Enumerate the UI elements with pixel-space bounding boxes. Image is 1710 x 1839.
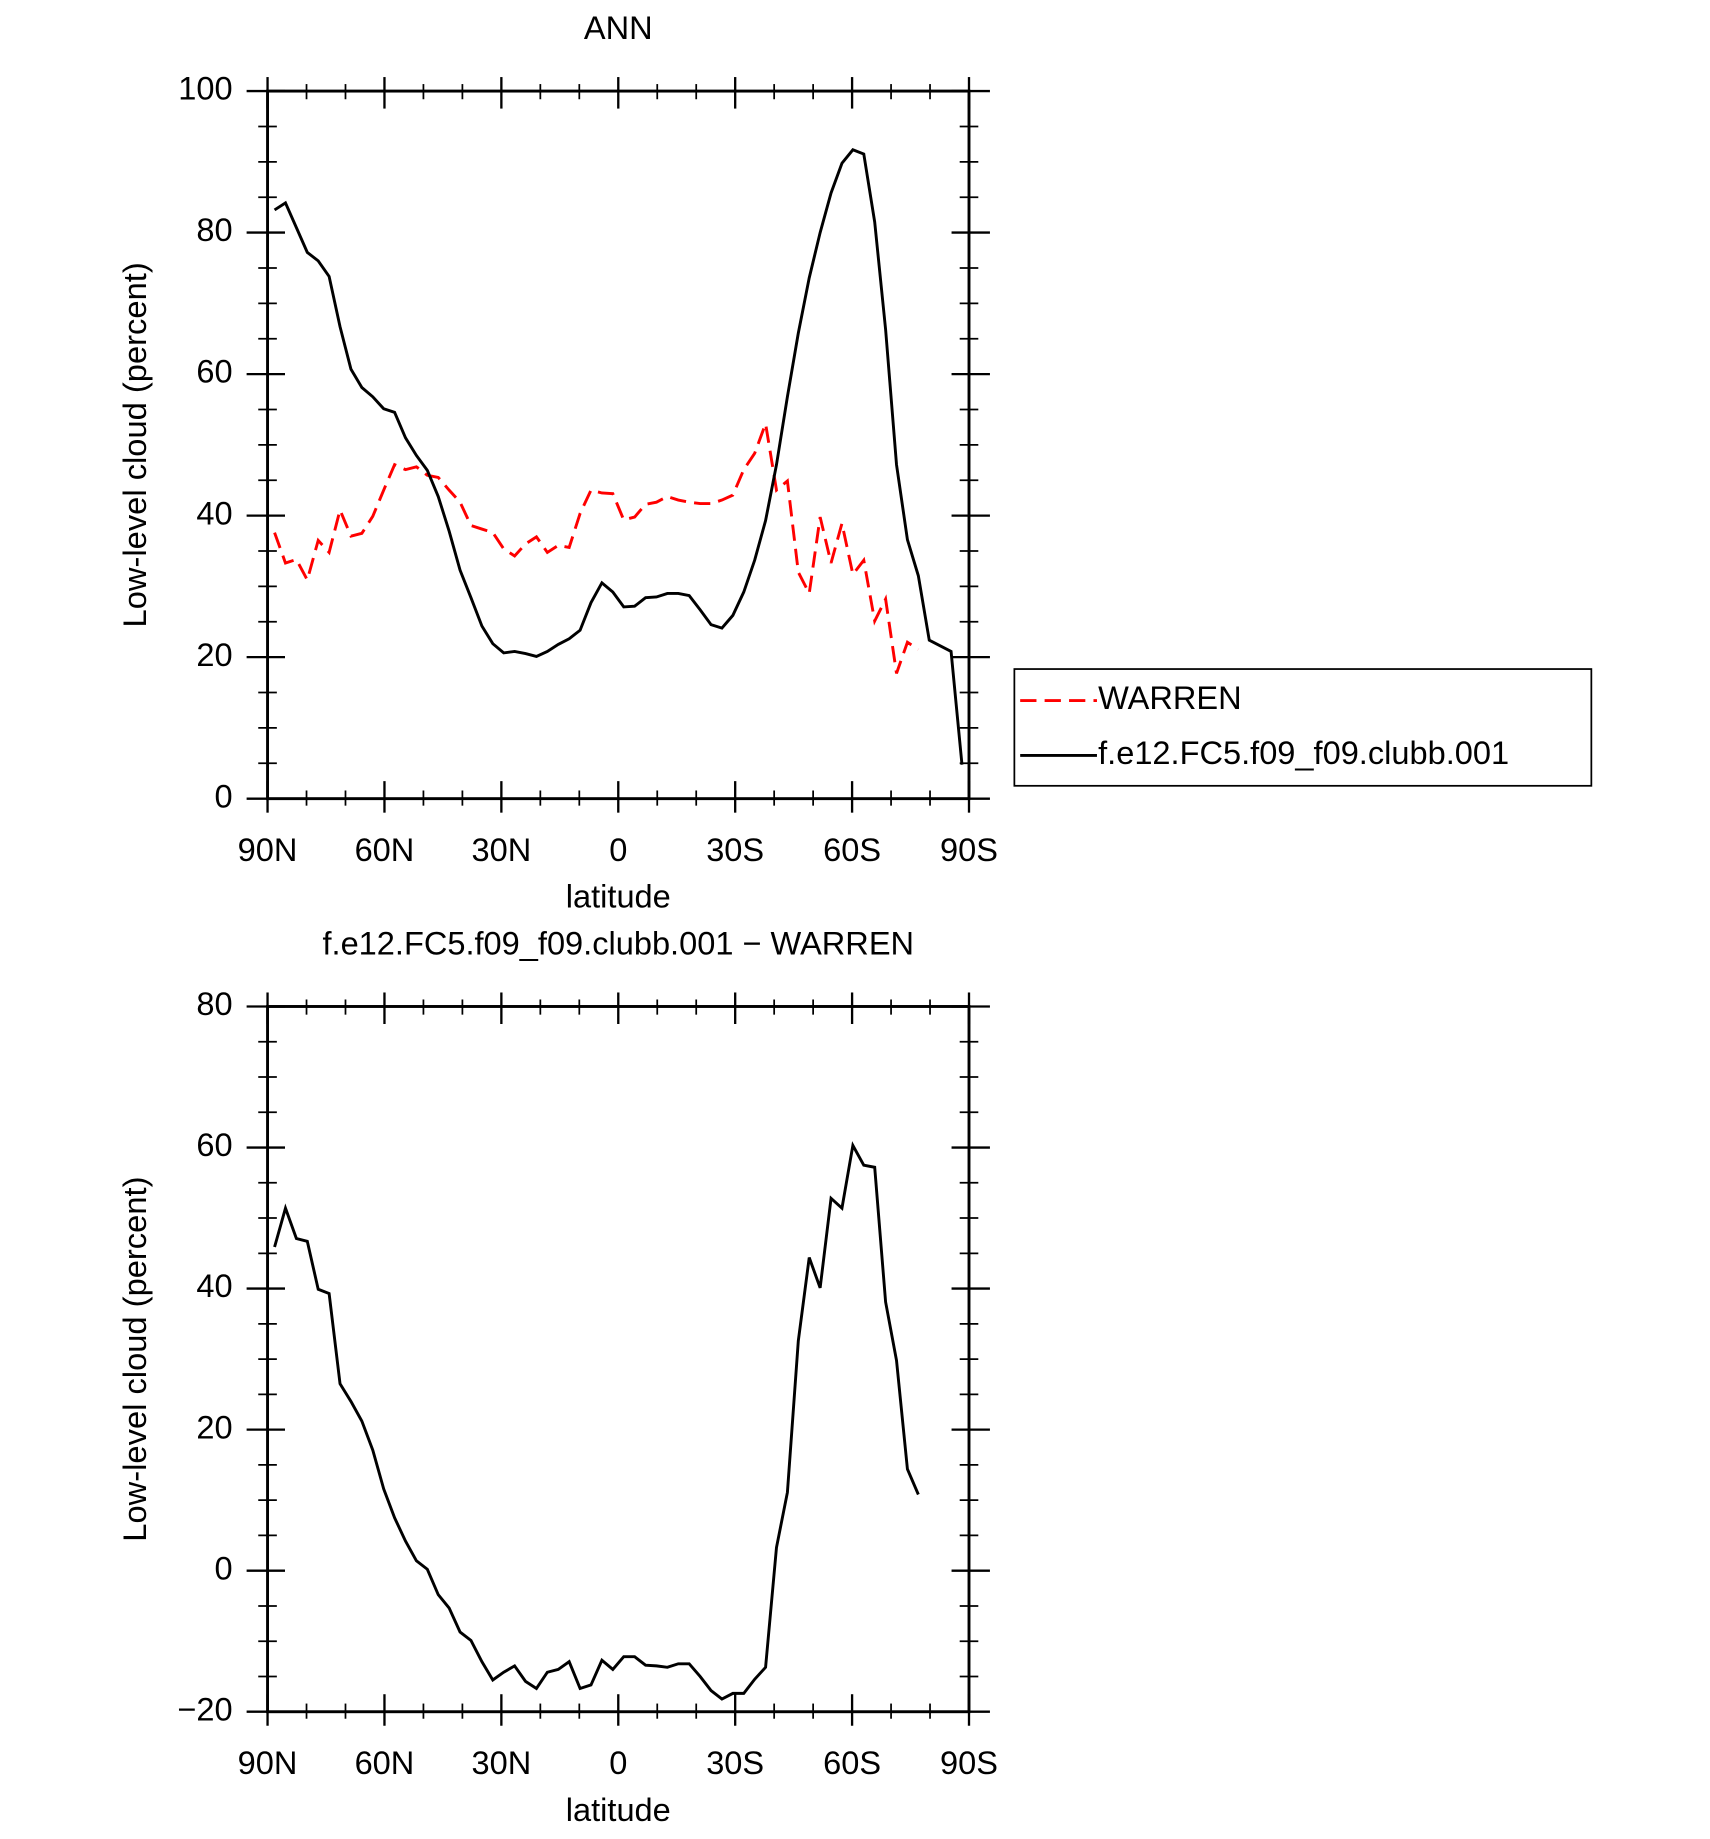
x-tick-label: 60N [355,831,415,868]
x-tick-label: 60N [355,1744,415,1781]
x-tick-label: 30N [471,831,531,868]
data-line [273,417,920,674]
y-tick-label: 20 [196,1408,232,1445]
y-axis-label: Low-level cloud (percent) [116,262,153,627]
y-tick-label: 60 [196,1126,232,1163]
y-tick-label: 80 [196,211,232,248]
data-line [273,1141,920,1701]
x-tick-label: 90S [940,831,998,868]
y-tick-label: 0 [215,1549,233,1586]
y-tick-label: 100 [178,70,232,107]
x-axis-label: latitude [566,878,671,915]
y-tick-label: 60 [196,353,232,390]
y-tick-label: 40 [196,494,232,531]
y-tick-label: 20 [196,636,232,673]
x-tick-label: 90N [238,1744,298,1781]
plot-frame [266,1005,971,1714]
chart-title: ANN [584,9,653,46]
plot-frame [266,89,971,801]
y-tick-label: −20 [177,1690,232,1727]
chart-title: f.e12.FC5.f09_f09.clubb.001 − WARREN [322,924,914,961]
x-tick-label: 30N [471,1744,531,1781]
x-tick-label: 0 [609,831,627,868]
y-axis-label: Low-level cloud (percent) [116,1177,153,1542]
x-tick-label: 0 [609,1744,627,1781]
x-tick-label: 60S [823,1744,881,1781]
x-tick-label: 30S [706,831,764,868]
x-tick-label: 90S [940,1744,998,1781]
legend-label: f.e12.FC5.f09_f09.clubb.001 [1098,734,1509,771]
x-axis-label: latitude [566,1791,671,1828]
y-tick-label: 0 [215,777,233,814]
x-tick-label: 60S [823,831,881,868]
x-tick-label: 90N [238,831,298,868]
legend-label: WARREN [1098,679,1242,716]
y-tick-label: 40 [196,1267,232,1304]
y-tick-label: 80 [196,985,232,1022]
data-line [273,148,964,765]
legend-box [1013,668,1593,787]
x-tick-label: 30S [706,1744,764,1781]
